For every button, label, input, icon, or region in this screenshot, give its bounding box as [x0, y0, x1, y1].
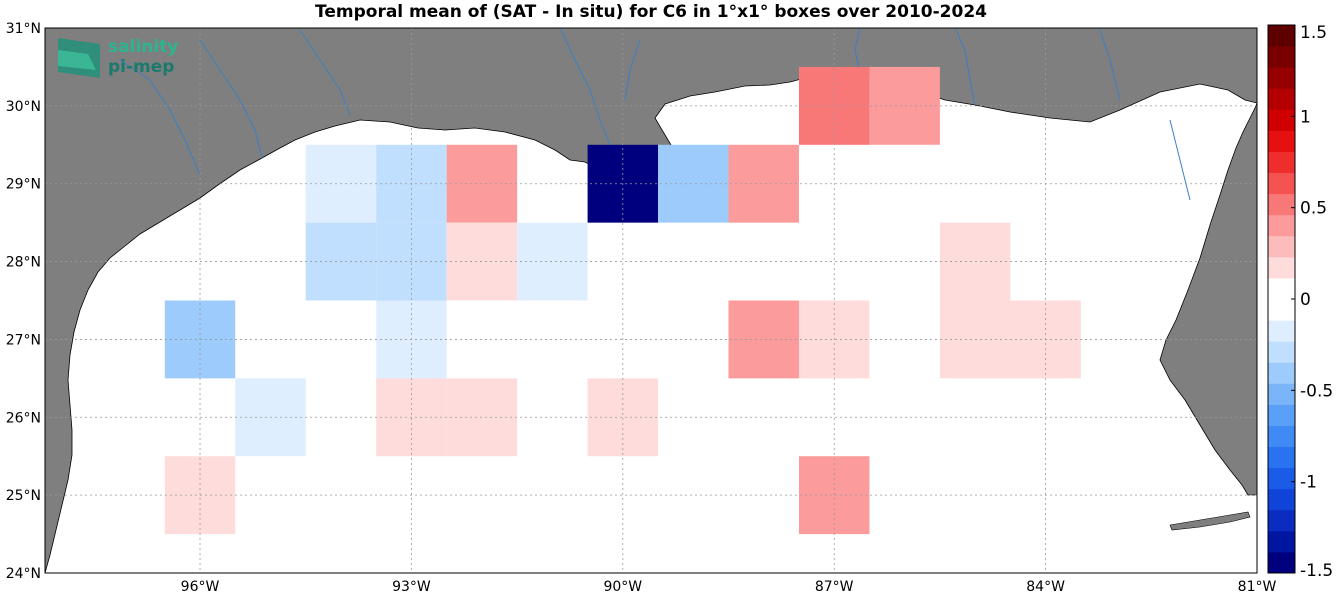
latitude-tick-label: 26°N [6, 410, 41, 426]
colorbar-swatch [1268, 488, 1295, 511]
heatmap-cell [658, 144, 729, 223]
graticule [45, 28, 1257, 573]
heatmap-cell [517, 222, 588, 301]
longitude-tick-label: 84°W [1026, 579, 1065, 594]
logo-line2: pi-mep [108, 57, 174, 77]
latitude-tick-label: 31°N [6, 21, 41, 37]
colorbar-swatch [1268, 299, 1295, 321]
rivers [119, 28, 1191, 201]
colorbar-swatch [1268, 404, 1295, 426]
colorbar-swatch [1268, 383, 1295, 405]
land-mass [1169, 511, 1251, 531]
land-mass [45, 28, 1257, 496]
heatmap-cell [798, 456, 870, 535]
colorbar-swatch [1268, 25, 1295, 47]
heatmap-cell [728, 144, 799, 223]
colorbar-swatch [1268, 172, 1295, 195]
colorbar-swatch [1268, 320, 1295, 342]
colorbar-swatch [1268, 277, 1295, 300]
longitude-tick-label: 93°W [392, 579, 431, 594]
colorbar-swatch [1268, 509, 1295, 532]
colorbar-swatch [1268, 446, 1295, 469]
colorbar-tick-label: 1 [1300, 107, 1311, 127]
salinity-pi-mep-logo: salinity pi-mep [58, 37, 178, 78]
colorbar-tick-label: 0.5 [1300, 199, 1327, 219]
colorbar-swatch [1268, 425, 1295, 448]
colorbar-tick-label: -0.5 [1300, 381, 1333, 401]
colorbar-swatch [1268, 551, 1295, 574]
longitude-tick-label: 87°W [815, 579, 854, 594]
colorbar-swatch [1268, 130, 1295, 152]
colorbar-swatch [1268, 341, 1295, 363]
logo-line1: salinity [108, 37, 178, 57]
latitude-axis: 31°N 30°N 29°N 28°N 27°N 26°N 25°N 24°N [6, 21, 41, 582]
longitude-axis: 96°W 93°W 90°W 87°W 84°W 81°W [181, 579, 1277, 594]
latitude-tick-label: 28°N [6, 255, 41, 271]
colorbar-tick-label: 1.5 [1300, 23, 1327, 43]
longitude-tick-label: 81°W [1238, 579, 1277, 594]
map-title: Temporal mean of (SAT - In situ) for C6 … [315, 2, 987, 22]
colorbar-swatch [1268, 256, 1295, 279]
latitude-tick-label: 29°N [6, 177, 41, 193]
colorbar-tick-label: -1.5 [1300, 561, 1333, 581]
colorbar-swatch [1268, 362, 1295, 384]
latitude-tick-label: 27°N [6, 332, 41, 348]
colorbar-swatch [1268, 151, 1295, 174]
longitude-tick-label: 96°W [181, 579, 220, 594]
latitude-tick-label: 30°N [6, 99, 41, 115]
plot-frame [44, 27, 1258, 574]
colorbar-tick-label: -1 [1300, 473, 1317, 493]
latitude-tick-label: 25°N [6, 488, 41, 504]
colorbar-swatch [1268, 193, 1295, 216]
colorbar-swatch [1268, 467, 1295, 490]
heatmap-cell [728, 300, 799, 379]
colorbar-tick-label: 0 [1300, 290, 1311, 310]
colorbar-swatch [1268, 214, 1295, 237]
latitude-tick-label: 24°N [6, 566, 41, 582]
colorbar-swatch [1268, 88, 1295, 110]
colorbar-swatch [1268, 109, 1295, 131]
colorbar-swatch [1268, 46, 1295, 68]
colorbar-swatch [1268, 530, 1295, 553]
land-mass [45, 28, 1257, 573]
colorbar-swatch [1268, 235, 1295, 258]
colorbar-swatch [1268, 67, 1295, 89]
longitude-tick-label: 90°W [603, 579, 642, 594]
colorbar: 1.5 1 0.5 0 -0.5 -1 -1.5 [1267, 23, 1333, 581]
